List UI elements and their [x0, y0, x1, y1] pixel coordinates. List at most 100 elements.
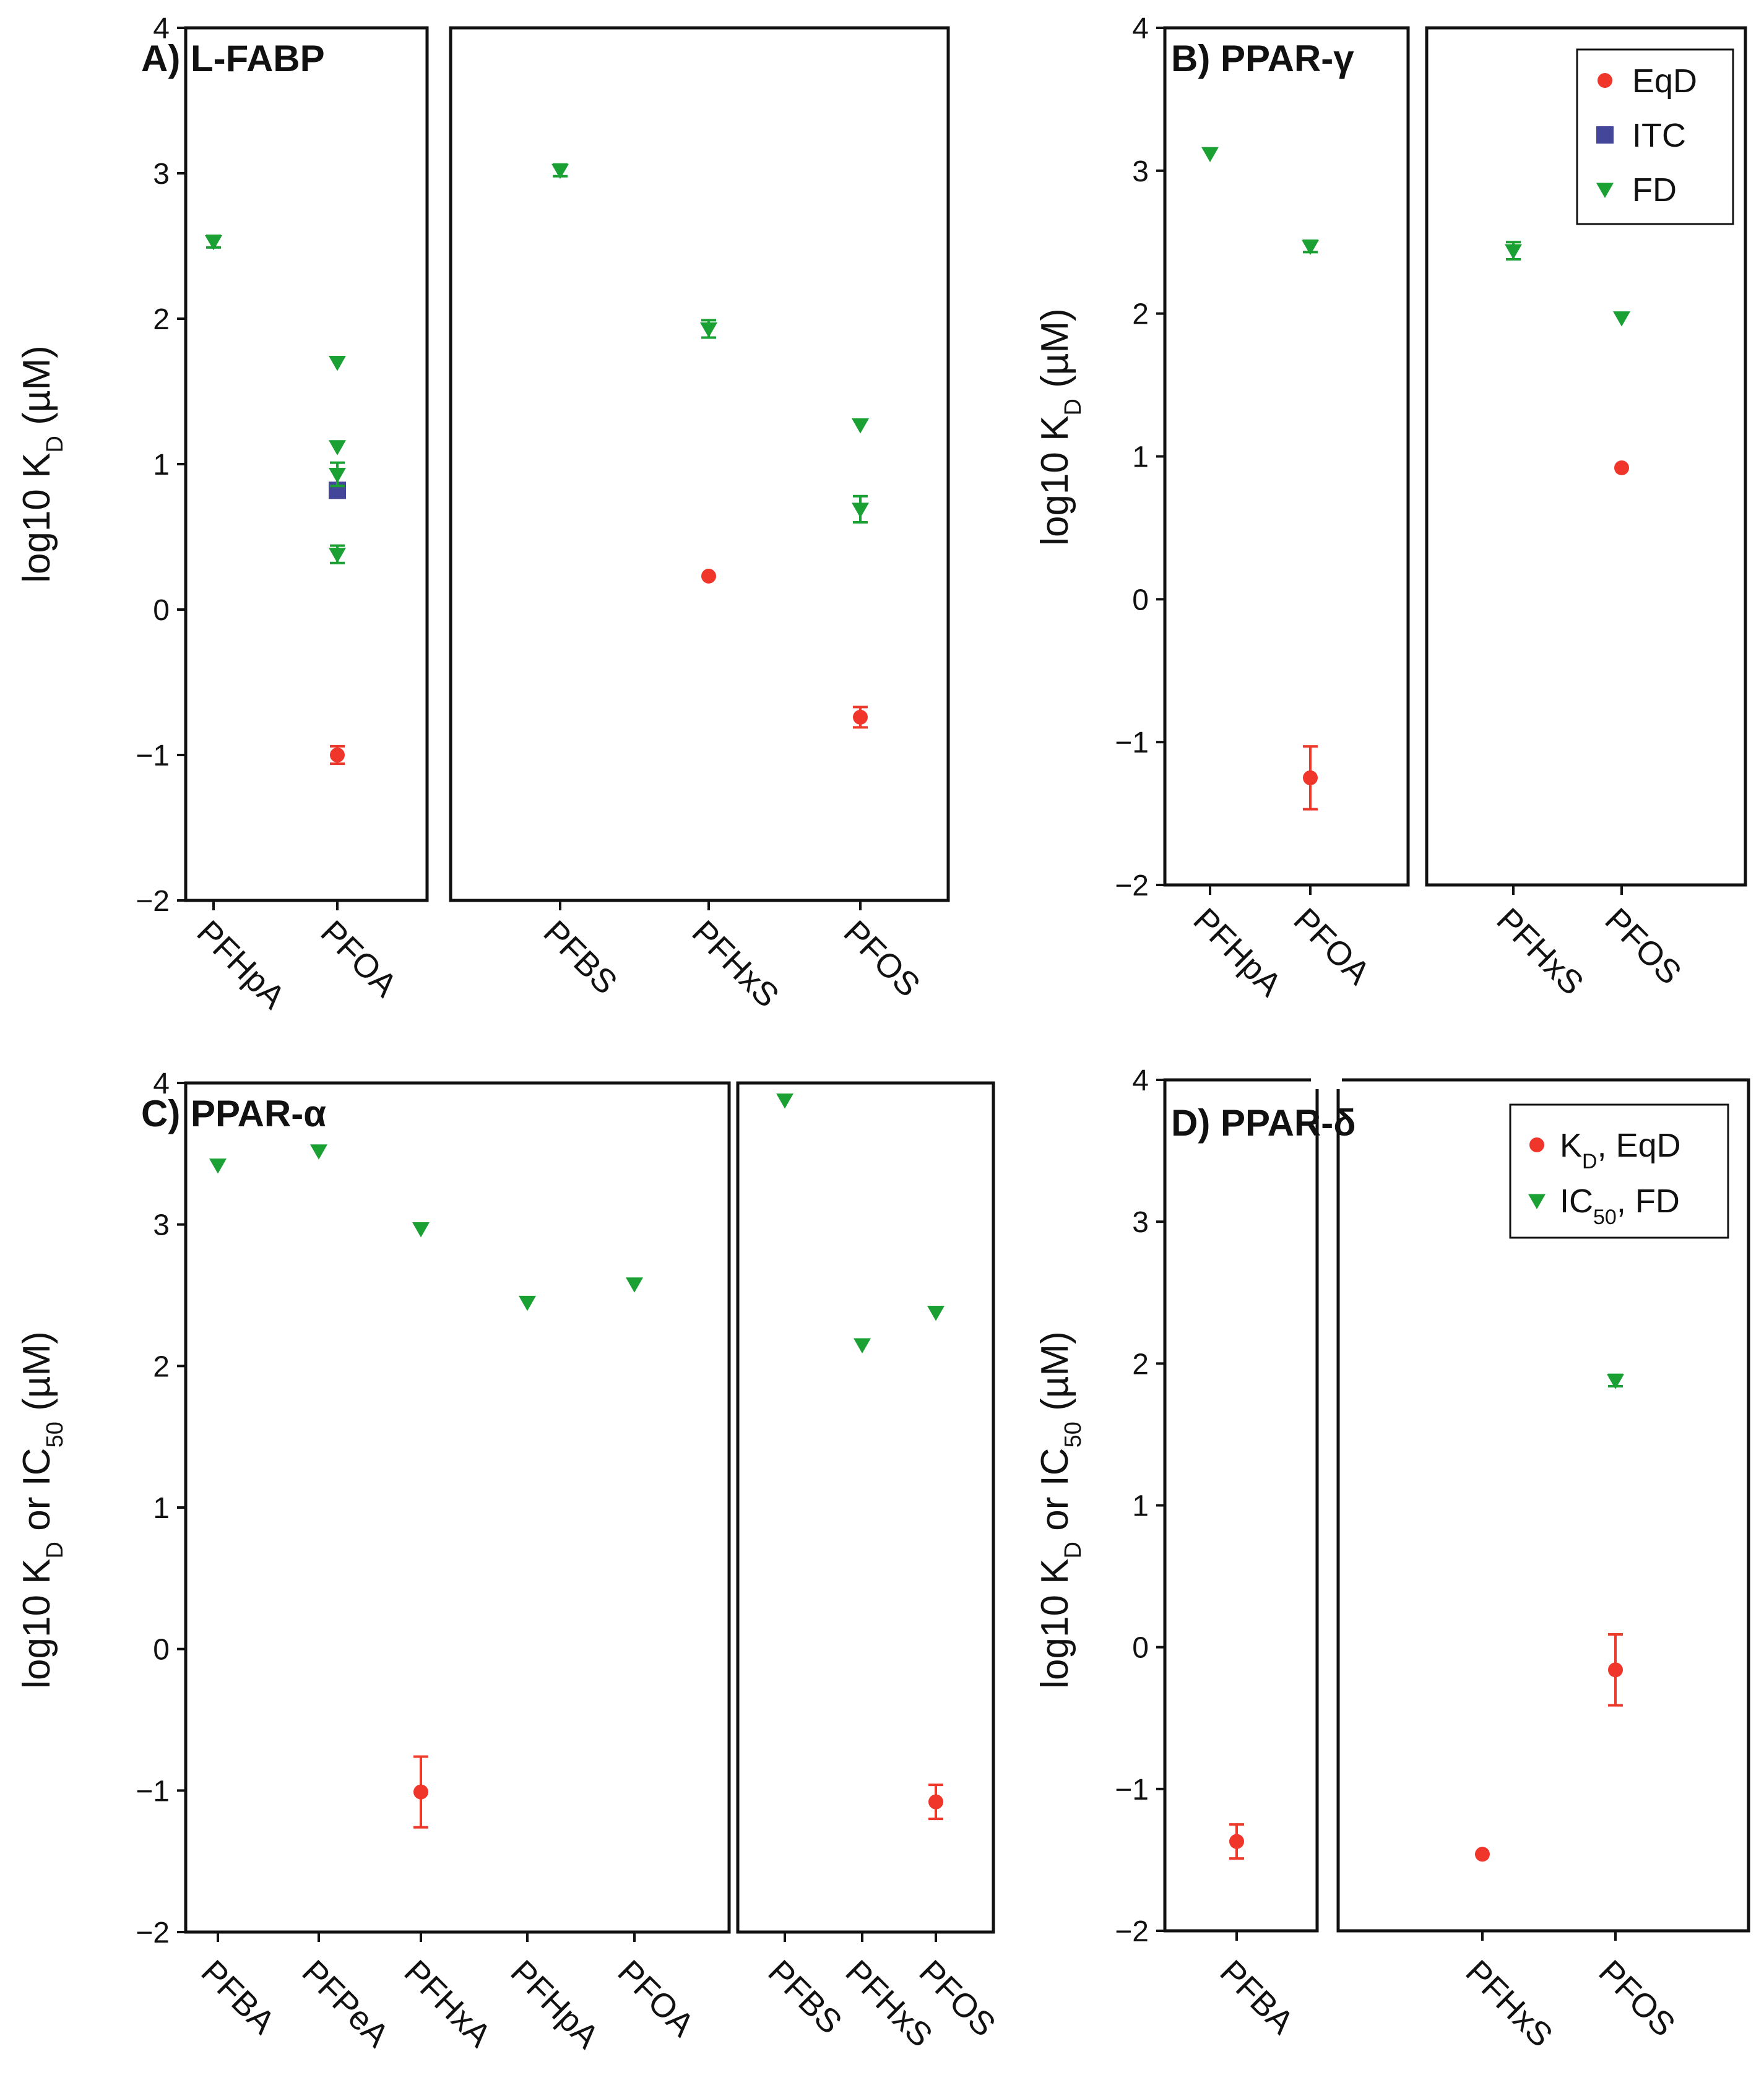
y-tick-label: 2 — [1132, 298, 1149, 331]
data-point-eqd — [701, 568, 716, 584]
data-point-eqd — [1608, 1662, 1623, 1678]
panel-title: C) PPAR-α — [141, 1093, 326, 1134]
x-tick-label: PFOS — [1592, 1953, 1682, 2043]
legend-marker — [1598, 73, 1612, 88]
legend-label: IC50, FD — [1560, 1183, 1680, 1229]
y-axis-label: log10 KD or IC50 (µM) — [15, 1331, 68, 1689]
data-point-fd — [852, 418, 869, 434]
y-tick-label: 0 — [1132, 1632, 1149, 1665]
data-point-fd — [1505, 244, 1522, 260]
data-point-fd — [519, 1295, 536, 1311]
group-frame-1 — [1163, 26, 1410, 887]
legend-label: ITC — [1632, 117, 1686, 154]
group-frame-1 — [184, 26, 429, 902]
data-point-fd — [1302, 239, 1319, 256]
y-axis-label: log10 KD (µM) — [1034, 308, 1086, 546]
data-point-fd — [329, 440, 346, 455]
data-point-eqd — [853, 709, 868, 725]
data-point-fd — [209, 1158, 227, 1174]
data-point-fd — [776, 1093, 793, 1109]
x-tick-label: PFBS — [761, 1953, 849, 2041]
x-tick-label: PFHxA — [397, 1953, 498, 2054]
data-point-fd — [329, 356, 346, 371]
data-point-fd — [626, 1277, 643, 1293]
x-tick-label: PFHxS — [685, 913, 786, 1014]
data-point-fd — [1613, 311, 1630, 327]
y-tick-label: 1 — [153, 1492, 170, 1525]
y-tick-label: 4 — [1132, 1064, 1149, 1097]
group-frame-2 — [1336, 1078, 1750, 1933]
legend-marker — [1596, 183, 1614, 198]
y-tick-label: 0 — [153, 1634, 170, 1667]
frame-gap — [1311, 1071, 1342, 1089]
x-tick-label: PFHpA — [1187, 901, 1289, 1004]
y-tick-label: 2 — [153, 1350, 170, 1383]
x-tick-label: PFPeA — [295, 1953, 396, 2054]
x-tick-label: PFBS — [537, 913, 625, 1001]
y-axis-label: log10 KD or IC50 (µM) — [1034, 1331, 1086, 1689]
y-tick-label: 2 — [153, 303, 170, 336]
y-tick-label: 0 — [153, 594, 170, 627]
legend-box — [1509, 1103, 1729, 1239]
x-tick-label: PFOA — [314, 913, 404, 1004]
group-frame-1 — [184, 1081, 731, 1934]
x-tick-label: PFHpA — [190, 913, 293, 1016]
data-point-fd — [205, 235, 222, 251]
data-point-fd — [852, 503, 869, 518]
y-tick-label: −1 — [136, 740, 170, 772]
legend-marker — [1529, 1137, 1544, 1152]
data-point-fd — [329, 467, 346, 483]
x-tick-label: PFOA — [611, 1953, 701, 2043]
data-point-fd — [310, 1144, 327, 1160]
y-tick-label: 4 — [153, 1068, 170, 1100]
data-point-fd — [1607, 1374, 1624, 1389]
data-point-eqd — [1229, 1834, 1244, 1849]
data-point-fd — [700, 322, 717, 338]
chart-panel-4: 4 3 2 1 0 −1 −2 PFBA PFHxS PFOS D) PPAR-δ log10 KD … — [1034, 1064, 1750, 2054]
data-point-eqd — [1614, 460, 1629, 475]
data-point-eqd — [413, 1784, 428, 1800]
legend: EqD ITC FD — [1576, 48, 1734, 225]
data-point-eqd — [330, 748, 345, 762]
x-tick-label: PFHxS — [1459, 1953, 1560, 2054]
y-tick-label: −2 — [136, 1917, 170, 1949]
group-frame-2 — [736, 1081, 995, 1934]
data-point-fd — [412, 1222, 430, 1238]
x-tick-label: PFBA — [1213, 1953, 1301, 2041]
legend-label: KD, EqD — [1560, 1127, 1681, 1173]
panel-title: B) PPAR-γ — [1171, 38, 1354, 79]
y-tick-label: −2 — [136, 885, 170, 918]
y-tick-label: −2 — [1115, 869, 1149, 902]
y-tick-label: 3 — [1132, 1206, 1149, 1239]
y-tick-label: 1 — [1132, 441, 1149, 474]
data-point-fd — [1201, 147, 1219, 163]
data-point-eqd — [1303, 770, 1318, 785]
x-tick-label: PFHxS — [1490, 901, 1591, 1002]
legend-marker — [1596, 126, 1614, 144]
y-tick-label: −2 — [1115, 1915, 1149, 1948]
y-axis-label: log10 KD (µM) — [15, 345, 68, 583]
x-tick-label: PFOA — [1287, 901, 1377, 991]
y-tick-label: 3 — [1132, 155, 1149, 188]
y-tick-label: 2 — [1132, 1348, 1149, 1381]
group-frame-2 — [1425, 26, 1747, 887]
group-frame-2 — [449, 26, 950, 902]
y-tick-label: 3 — [153, 158, 170, 191]
y-tick-label: −1 — [136, 1775, 170, 1808]
chart-panel-1: 4 3 2 1 0 −1 −2 PFHpA PFOA PFBS PFHxS PFOS A) L-FABP… — [15, 12, 950, 1016]
x-tick-label: PFHpA — [504, 1953, 607, 2056]
y-tick-label: 4 — [153, 12, 170, 45]
y-tick-label: 3 — [153, 1209, 170, 1242]
y-tick-label: 1 — [1132, 1490, 1149, 1523]
data-point-fd — [854, 1338, 871, 1354]
panel-title: A) L-FABP — [141, 38, 325, 79]
data-point-fd — [927, 1305, 945, 1321]
y-tick-label: −1 — [1115, 1774, 1149, 1806]
legend-label: EqD — [1632, 63, 1697, 100]
x-tick-label: PFOS — [837, 913, 927, 1004]
group-frame-1 — [1163, 1078, 1319, 1933]
panel-title: D) PPAR-δ — [1171, 1102, 1356, 1144]
